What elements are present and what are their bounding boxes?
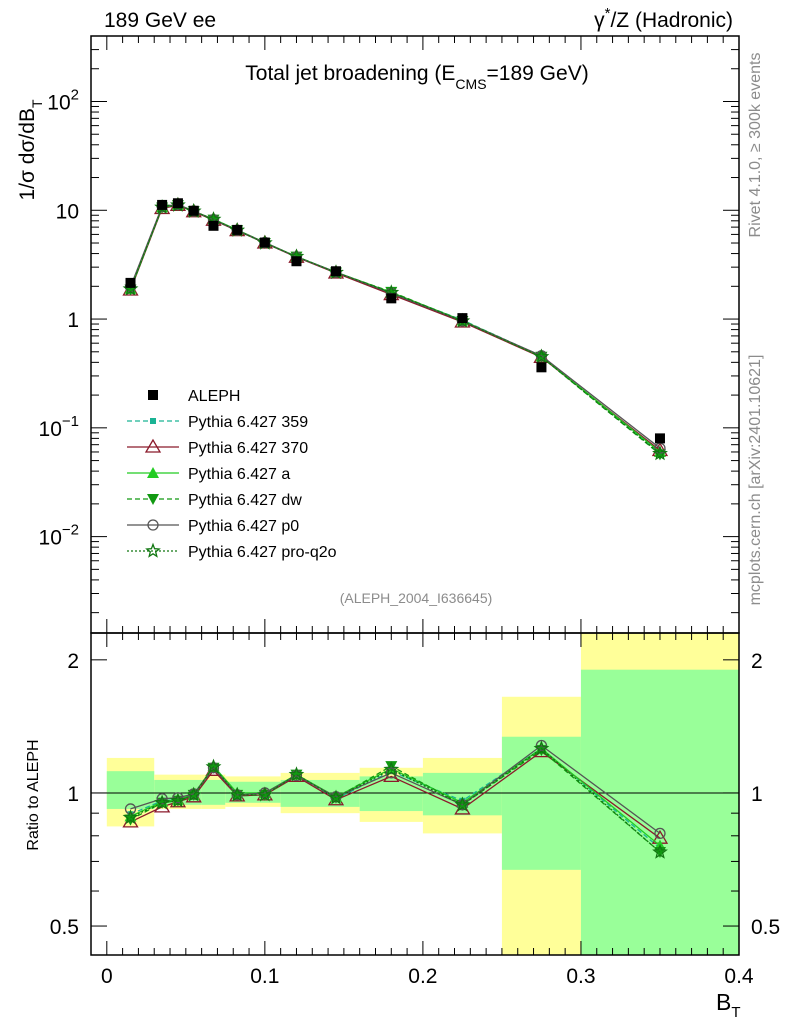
data-point <box>232 224 243 235</box>
legend-marker-pdw <box>147 494 159 505</box>
mcplots-source-label: mcplots.cern.ch [arXiv:2401.10621] <box>747 355 764 606</box>
y-axis-label: 1/σ dσ/dBT <box>16 99 45 200</box>
ratio-point-pq2o <box>154 794 170 810</box>
band-inner-0 <box>106 771 155 809</box>
ratio-point-pp0 <box>290 769 303 782</box>
x-tick-label: 0.3 <box>566 965 595 988</box>
y-tick-label: 102 <box>47 86 79 114</box>
ratio-point-pq2o <box>122 809 139 825</box>
ratio-point-pp0 <box>124 803 137 815</box>
band-inner-8 <box>580 669 739 955</box>
header-right: γ*/Z (Hadronic) <box>594 5 733 32</box>
ratio-point-pp0 <box>207 762 220 774</box>
ratio-uncertainty-bands <box>106 633 739 955</box>
data-point <box>125 277 136 288</box>
legend-marker-pq2o <box>145 542 161 558</box>
ratio-point-pp0 <box>385 767 397 779</box>
data-point <box>457 313 468 324</box>
x-tick-label: 0.4 <box>724 965 754 988</box>
ratio-y-tick-label-right: 2 <box>751 650 763 673</box>
x-tick-label: 0.2 <box>408 965 437 988</box>
data-point <box>330 266 341 277</box>
ratio-axis-ticks: 0 0.1 0.2 0.3 0.4 0.5 0.5 1 1 2 2 <box>50 633 780 988</box>
data-point <box>208 220 219 231</box>
ratio-axis-label: Ratio to ALEPH <box>25 739 42 850</box>
data-point <box>291 256 302 267</box>
y-tick-label: 1 <box>67 309 79 332</box>
data-point <box>536 362 547 373</box>
data-point <box>386 293 397 304</box>
ratio-series-layer <box>122 739 669 859</box>
legend-marker-p370 <box>144 438 162 453</box>
ratio-point-pq2o <box>256 786 273 802</box>
legend-marker-pa <box>147 467 159 478</box>
band-inner-2 <box>201 779 226 805</box>
ratio-y-tick-label-right: 0.5 <box>751 916 780 939</box>
y-tick-label: 10−1 <box>39 413 79 441</box>
ratio-y-tick-label: 1 <box>67 783 79 806</box>
ratio-point-pq2o <box>169 792 186 808</box>
ratio-point-pq2o <box>454 796 471 812</box>
rivet-version-label: Rivet 4.1.0, ≥ 300k events <box>747 53 764 238</box>
ratio-point-pq2o <box>288 766 305 782</box>
main-axis-ticks: 102 10 1 10−1 10−2 <box>39 35 740 633</box>
ratio-point-pp0 <box>654 827 666 840</box>
legend-label-pa: Pythia 6.427 a <box>188 466 290 483</box>
legend-marker-data <box>148 390 158 400</box>
data-point <box>259 237 270 248</box>
data-point <box>188 205 199 216</box>
ratio-y-tick-label: 2 <box>67 650 79 673</box>
analysis-id: (ALEPH_2004_I636645) <box>340 590 493 606</box>
ratio-frame <box>90 632 740 956</box>
series-point-pq2o <box>533 348 550 364</box>
ratio-point-pq2o <box>328 789 344 805</box>
ratio-point-pq2o <box>229 786 246 802</box>
data-point <box>654 433 665 444</box>
ratio-point-pp0 <box>156 793 168 805</box>
band-inner-7 <box>501 736 581 870</box>
legend: ALEPH Pythia 6.427 359 Pythia 6.427 370 Pyt… <box>127 388 337 561</box>
legend-label-p359: Pythia 6.427 359 <box>188 414 308 431</box>
data-point <box>172 198 183 209</box>
ratio-point-pq2o <box>205 758 222 774</box>
ratio-line-pp0 <box>130 744 661 834</box>
y-tick-label: 10 <box>56 200 79 223</box>
legend-marker-pp0 <box>147 519 159 531</box>
data-points-layer <box>125 198 665 444</box>
ratio-point-pdw <box>385 761 398 773</box>
series-line-pp0 <box>129 203 661 449</box>
x-axis-label: BT <box>716 989 741 1021</box>
x-tick-label: 0 <box>101 965 113 988</box>
ratio-y-tick-label-right: 1 <box>751 783 763 806</box>
ratio-point-pq2o <box>533 740 550 756</box>
ratio-point-pq2o <box>652 843 668 859</box>
header-left: 189 GeV ee <box>104 9 216 32</box>
ratio-y-tick-label: 0.5 <box>50 916 79 939</box>
legend-label-pp0: Pythia 6.427 p0 <box>188 518 299 535</box>
legend-label-pdw: Pythia 6.427 dw <box>188 492 302 509</box>
ratio-point-pq2o <box>383 761 400 777</box>
legend-marker-p359 <box>150 418 156 424</box>
legend-label-p370: Pythia 6.427 370 <box>188 440 308 457</box>
legend-label-data: ALEPH <box>188 388 240 405</box>
data-point <box>157 199 168 210</box>
legend-label-pq2o: Pythia 6.427 pro-q2o <box>188 544 337 561</box>
y-tick-label: 10−2 <box>39 522 79 550</box>
series-point-pq2o <box>652 445 668 461</box>
ratio-point-pq2o <box>185 786 202 802</box>
chart-title: Total jet broadening (ECMS=189 GeV) <box>245 62 588 92</box>
ratio-point-p370 <box>383 768 400 783</box>
x-tick-label: 0.1 <box>250 965 279 988</box>
